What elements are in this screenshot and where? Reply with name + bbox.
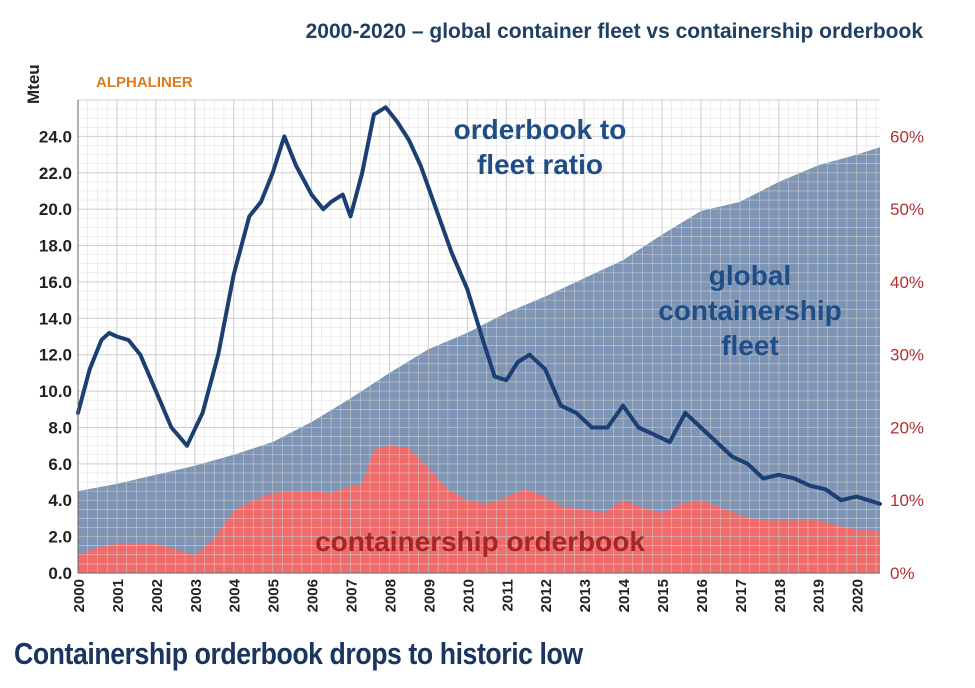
y-left-tick-label: 16.0: [39, 273, 72, 292]
y-left-tick-label: 12.0: [39, 346, 72, 365]
x-tick-label: 2006: [305, 579, 322, 612]
y-right-tick-label: 30%: [890, 346, 924, 365]
y-left-tick-label: 6.0: [48, 455, 72, 474]
y-left-tick-label: 0.0: [48, 564, 72, 583]
x-tick-label: 2002: [149, 579, 166, 612]
chart-lines: [76, 105, 882, 506]
x-tick-label: 2018: [772, 579, 789, 612]
headline: Containership orderbook drops to histori…: [14, 636, 583, 671]
y-right-tick-label: 40%: [890, 273, 924, 292]
x-tick-label: 2000: [71, 579, 88, 612]
chart-title: 2000-2020 – global container fleet vs co…: [305, 20, 923, 43]
y-left-tick-label: 8.0: [48, 418, 72, 437]
x-tick-label: 2005: [266, 579, 283, 612]
y-axis-left-label: Mteu: [24, 64, 43, 104]
y-right-tick-label: 50%: [890, 200, 924, 219]
chart-grid: [77, 99, 880, 574]
chart-axes: 0.0 2.0 4.0 6.0 8.0 10.0 12.0 14.0 16.0 18.0 20.0 2…: [39, 100, 924, 612]
y-left-tick-label: 18.0: [39, 237, 72, 256]
y-left-tick-label: 24.0: [39, 127, 72, 146]
annotation-fleet: global containership fleet: [658, 260, 842, 361]
x-tick-label: 2007: [344, 579, 361, 612]
y-left-tick-label: 10.0: [39, 382, 72, 401]
x-tick-label: 2001: [110, 579, 127, 612]
x-tick-label: 2020: [850, 579, 867, 612]
y-right-tick-label: 0%: [890, 564, 915, 583]
x-tick-label: 2014: [616, 578, 633, 612]
x-tick-label: 2003: [188, 579, 205, 612]
x-tick-label: 2009: [421, 579, 438, 612]
annotation-orderbook: containership orderbook: [315, 526, 645, 557]
y-left-tick-label: 14.0: [39, 309, 72, 328]
x-tick-label: 2008: [382, 579, 399, 612]
annotation-ratio: orderbook to fleet ratio: [453, 114, 627, 180]
x-tick-label: 2010: [460, 579, 477, 612]
x-tick-label: 2015: [655, 579, 672, 612]
x-tick-label: 2004: [227, 578, 244, 612]
fleet-area: [78, 147, 880, 574]
ratio-line: [76, 105, 882, 506]
x-tick-label: 2011: [499, 579, 516, 612]
brand-label: ALPHALINER: [96, 74, 193, 91]
y-left-tick-label: 4.0: [48, 491, 72, 510]
x-tick-label: 2016: [694, 579, 711, 612]
x-tick-label: 2017: [733, 579, 750, 612]
x-tick-label: 2019: [811, 579, 828, 612]
y-left-tick-label: 2.0: [48, 528, 72, 547]
y-right-tick-label: 10%: [890, 491, 924, 510]
y-right-tick-label: 20%: [890, 418, 924, 437]
x-tick-label: 2013: [577, 579, 594, 612]
y-left-tick-label: 20.0: [39, 200, 72, 219]
y-left-tick-label: 22.0: [39, 164, 72, 183]
y-right-tick-label: 60%: [890, 127, 924, 146]
x-tick-label: 2012: [538, 579, 555, 612]
